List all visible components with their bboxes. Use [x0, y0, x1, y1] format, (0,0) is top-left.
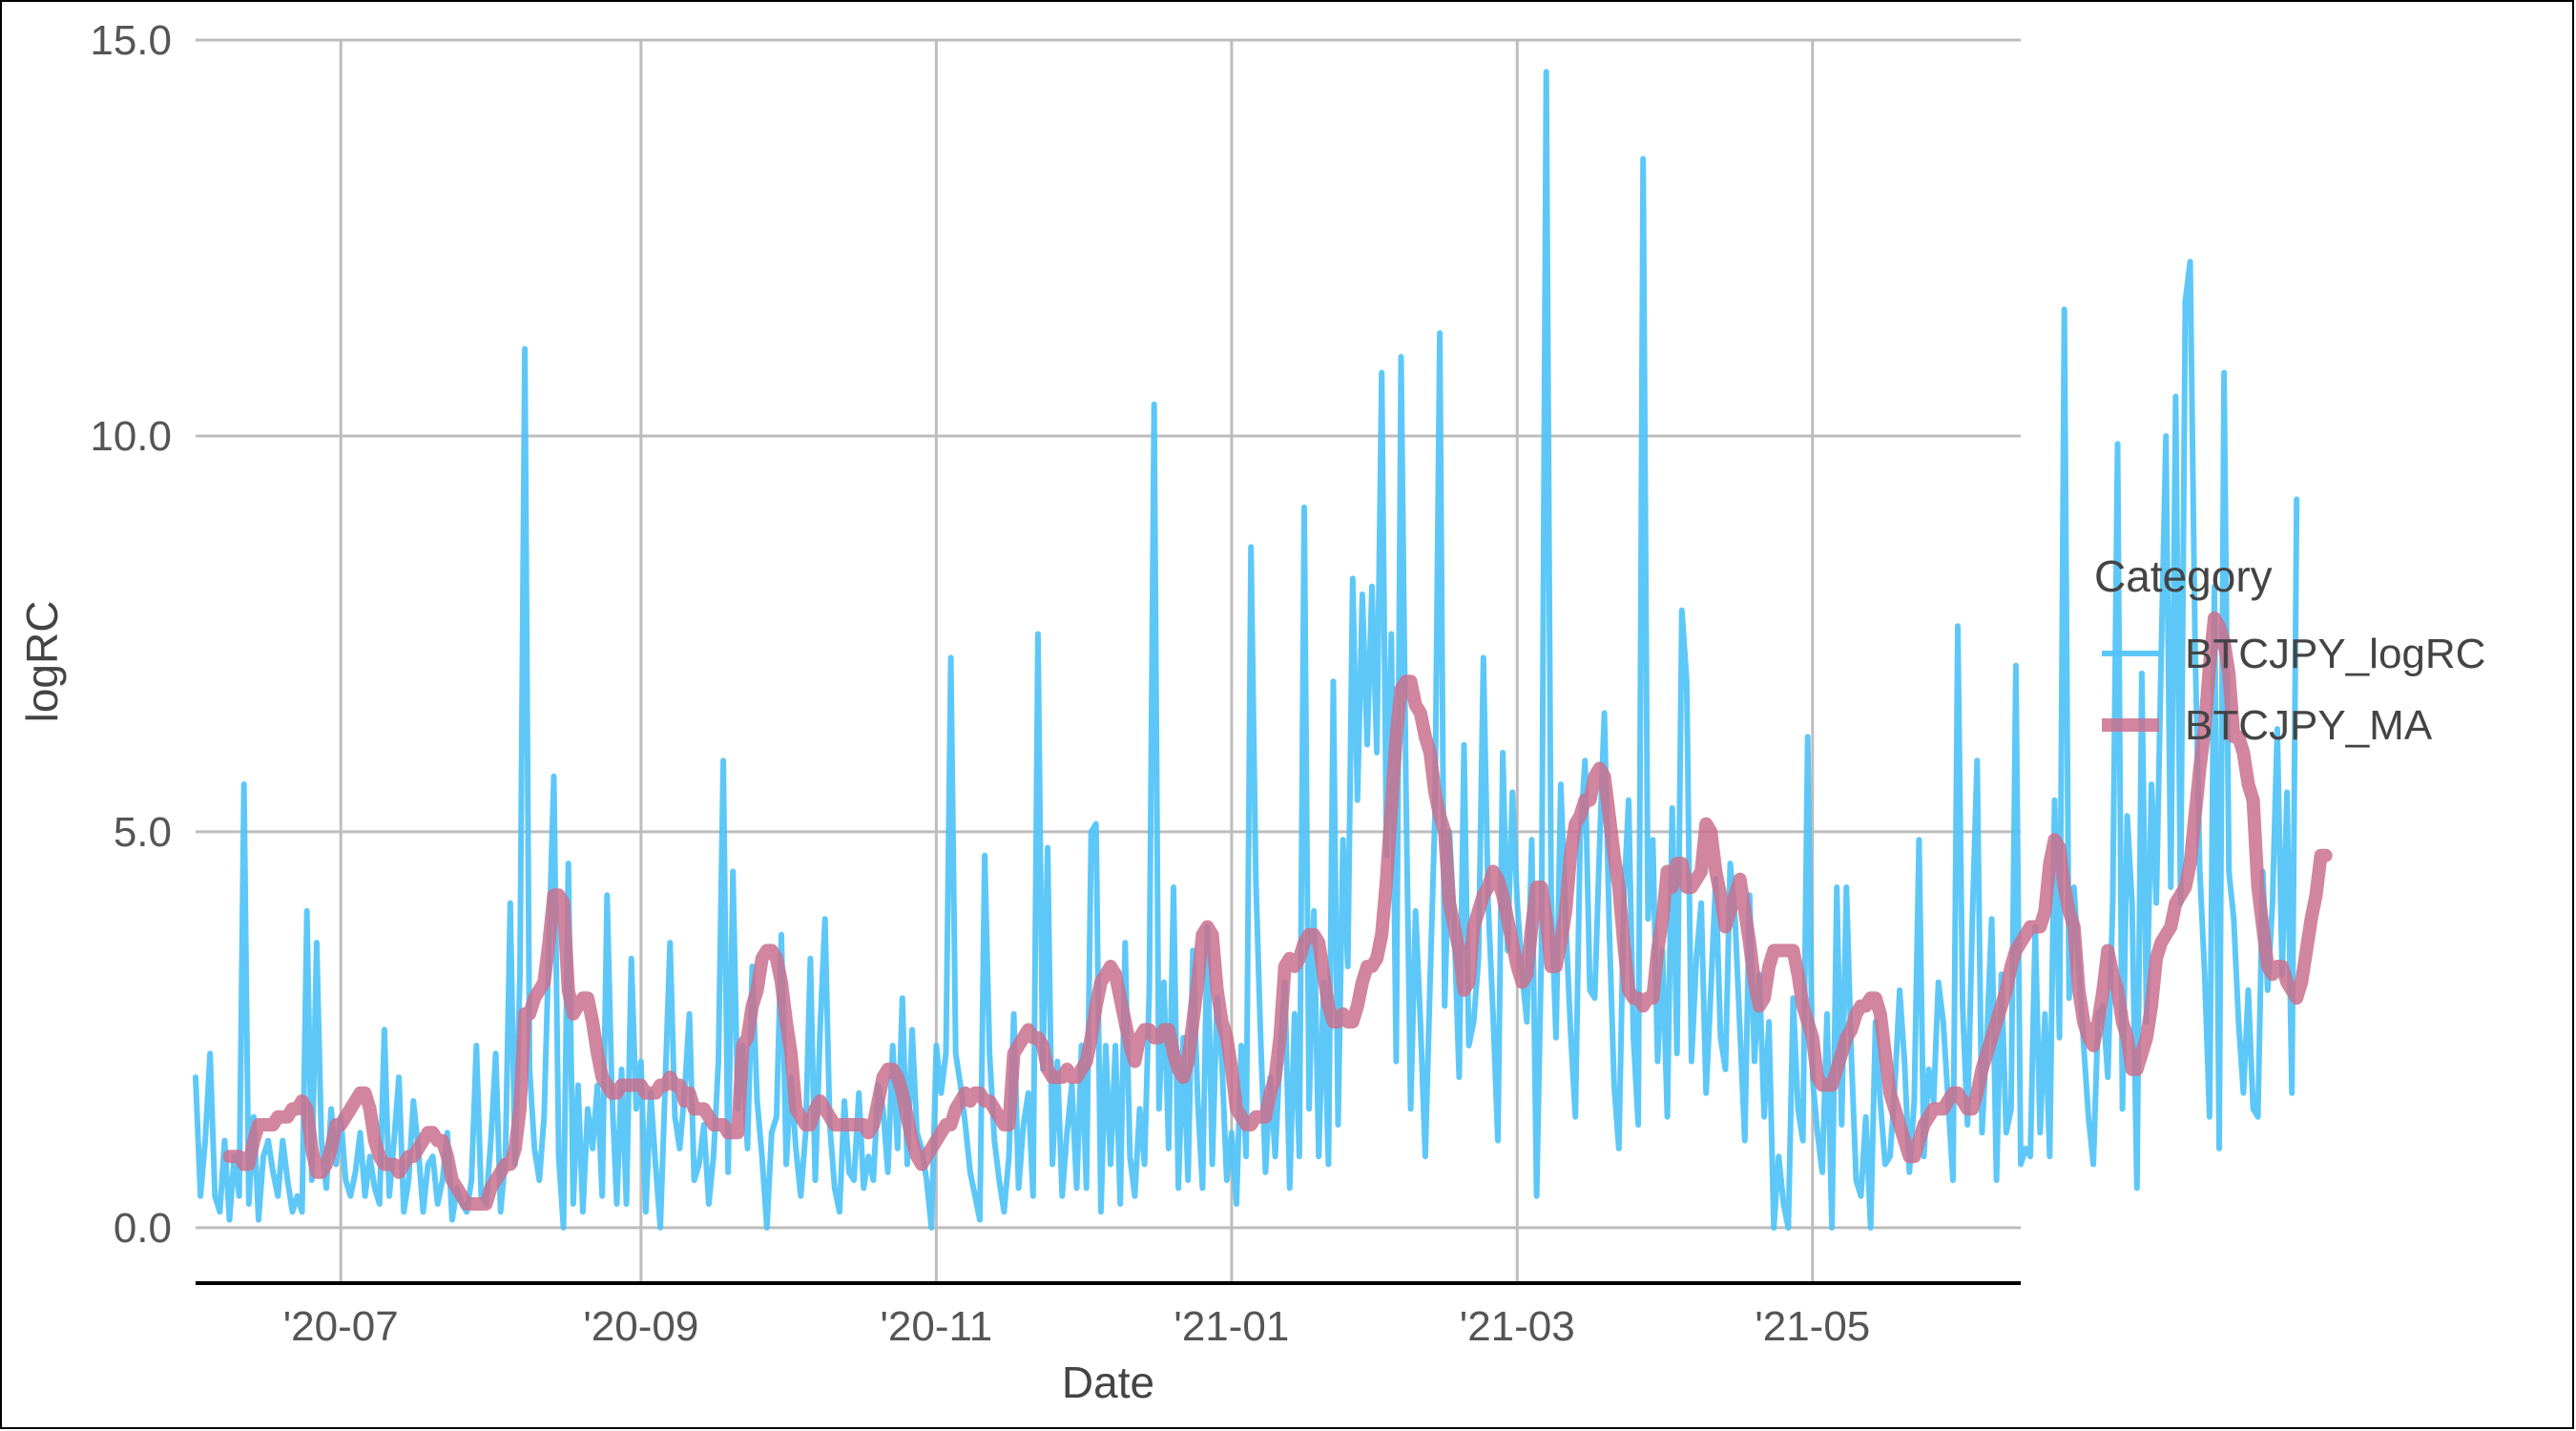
legend-title: Category [2094, 551, 2273, 601]
legend-label-btcjpy-ma: BTCJPY_MA [2185, 702, 2433, 749]
x-tick-label: '20-09 [583, 1303, 698, 1350]
x-tick-label: '21-01 [1174, 1303, 1289, 1350]
y-tick-label: 5.0 [114, 809, 172, 856]
legend-label-btcjpy-logrc: BTCJPY_logRC [2185, 631, 2485, 677]
x-axis-ticks: '20-07 '20-09 '20-11 '21-01 '21-03 '21-05 [283, 1303, 1871, 1350]
legend: Category BTCJPY_logRC BTCJPY_MA [2094, 551, 2485, 749]
y-tick-label: 15.0 [90, 17, 172, 64]
y-axis-ticks: 0.0 5.0 10.0 15.0 [90, 17, 172, 1252]
series-lines [193, 69, 2333, 1231]
x-tick-label: '21-03 [1460, 1303, 1575, 1350]
x-tick-label: '20-11 [881, 1303, 993, 1350]
x-tick-label: '20-07 [283, 1303, 399, 1350]
y-tick-label: 0.0 [114, 1205, 172, 1252]
series-line-btcjpy-logrc [193, 69, 2300, 1231]
series-line-btcjpy-ma [222, 611, 2333, 1211]
x-tick-label: '21-05 [1755, 1303, 1870, 1350]
x-axis-title: Date [1062, 1358, 1154, 1407]
y-tick-label: 10.0 [90, 413, 172, 460]
y-axis-title: logRC [17, 601, 67, 723]
